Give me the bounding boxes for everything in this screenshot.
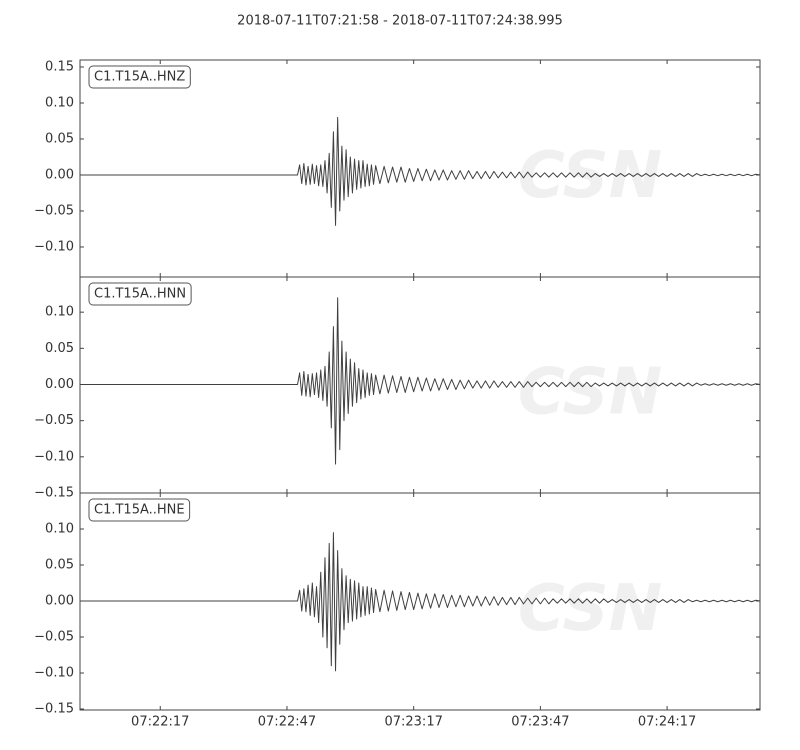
legend: C1.T15A..HNE (88, 498, 191, 522)
legend-label: C1.T15A..HNE (94, 503, 185, 518)
watermark: CSN (518, 572, 662, 646)
y-tick-label: −0.05 (34, 629, 74, 644)
waveform (80, 297, 761, 465)
y-tick-label: 0.05 (45, 341, 74, 356)
watermark: CSN (518, 355, 662, 429)
x-tick-label: 07:23:47 (511, 715, 569, 730)
y-tick-label: 0.00 (45, 377, 74, 392)
y-tick-label: −0.05 (34, 413, 74, 428)
plot-frame (79, 492, 761, 711)
y-tick-label: −0.10 (34, 239, 74, 254)
y-tick-label: −0.10 (34, 665, 74, 680)
y-tick-label: 0.00 (45, 167, 74, 182)
y-tick-label: 0.00 (45, 593, 74, 608)
x-tick-label: 07:22:47 (258, 715, 316, 730)
legend-box (88, 282, 192, 306)
x-tick-label: 07:24:17 (638, 715, 696, 730)
chart-title: 2018-07-11T07:21:58 - 2018-07-11T07:24:3… (237, 14, 563, 29)
y-tick-label: 0.10 (45, 305, 74, 320)
panel: CSN0.150.100.050.00−0.05−0.10C1.T15A..HN… (34, 59, 761, 278)
y-tick-label: 0.10 (45, 95, 74, 110)
y-tick-label: 0.15 (45, 59, 74, 74)
y-tick-label: −0.10 (34, 449, 74, 464)
waveform (80, 116, 761, 226)
panel: CSN 0.10 0.05 0.00 −0.05 −0.10 −0.15 C1.T15A..H… (34, 276, 761, 501)
legend: C1.T15A..HNZ (88, 65, 191, 89)
legend: C1.T15A..HNN (88, 282, 192, 306)
legend-label: C1.T15A..HNN (94, 287, 186, 302)
x-tick-label: 07:23:17 (384, 715, 442, 730)
waveform (80, 532, 761, 672)
legend-box (88, 65, 191, 89)
y-tick-label: −0.05 (34, 203, 74, 218)
y-tick-label: 0.05 (45, 131, 74, 146)
x-tick-label: 07:22:17 (131, 715, 189, 730)
y-tick-label: −0.15 (34, 701, 74, 716)
legend-label: C1.T15A..HNZ (94, 70, 185, 85)
legend-box (88, 498, 191, 522)
y-tick-label: 0.10 (45, 521, 74, 536)
panel: CSN 0.10 0.05 0.00 −0.05 −0.10 −0.15 07:22:17 07… (34, 492, 761, 730)
y-tick-label: 0.05 (45, 557, 74, 572)
y-tick-label: −0.15 (34, 486, 74, 501)
